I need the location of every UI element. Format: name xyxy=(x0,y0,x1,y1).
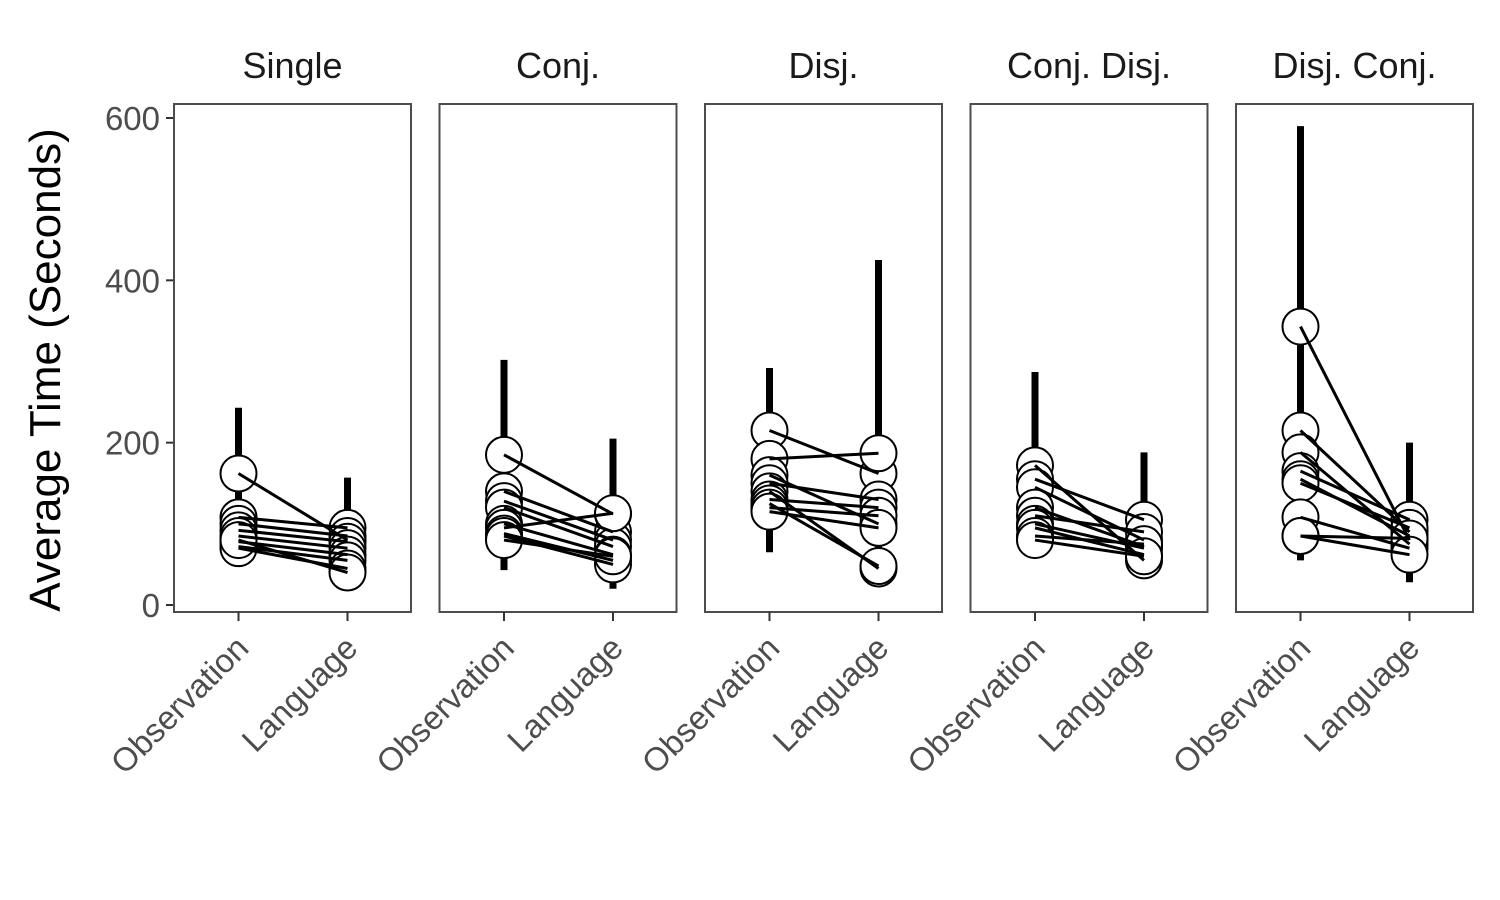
paired-line xyxy=(1299,429,1411,534)
x-tick-label: Observation xyxy=(369,629,521,781)
panel-title: Single xyxy=(242,45,342,86)
paired-line xyxy=(238,538,348,574)
x-tick-label: Observation xyxy=(634,629,786,781)
y-tick-label: 0 xyxy=(142,587,160,624)
y-tick-label: 600 xyxy=(105,100,160,137)
paired-line xyxy=(1299,469,1411,522)
paired-line xyxy=(1299,477,1411,538)
paired-line xyxy=(1299,451,1411,546)
paired-line xyxy=(237,472,349,542)
paired-line xyxy=(503,453,614,516)
panel-border xyxy=(173,103,412,613)
panels: SingleObservationLanguageConj.Observatio… xyxy=(103,45,1474,781)
paired-line xyxy=(238,522,348,538)
paired-line xyxy=(769,506,879,518)
paired-line xyxy=(1299,481,1411,530)
paired-line xyxy=(1300,515,1410,550)
paired-line xyxy=(238,546,348,570)
paired-line xyxy=(503,511,614,530)
panel-border xyxy=(438,103,678,613)
paired-line xyxy=(1034,477,1145,522)
paired-line xyxy=(238,515,348,530)
panel-title: Disj. Conj. xyxy=(1272,45,1436,86)
paired-line xyxy=(503,506,614,548)
x-tick-label: Language xyxy=(765,629,895,759)
paired-line xyxy=(503,489,614,534)
x-tick-label: Observation xyxy=(900,629,1052,781)
panel-border xyxy=(1235,103,1474,613)
paired-line xyxy=(503,538,614,558)
paired-line xyxy=(503,534,614,566)
paired-line xyxy=(1034,538,1145,558)
paired-line xyxy=(768,429,880,475)
y-axis-title: Average Time (Seconds) xyxy=(21,128,70,611)
panel-title: Conj. Disj. xyxy=(1007,45,1171,86)
paired-line xyxy=(1034,534,1145,546)
paired-line xyxy=(769,481,879,501)
x-tick-label: Observation xyxy=(103,629,255,781)
paired-line xyxy=(238,528,348,544)
panel-title: Conj. xyxy=(516,45,600,86)
x-tick-label: Language xyxy=(1296,629,1426,759)
y-axis: 0 200 400 600 xyxy=(105,100,174,624)
x-tick-label: Language xyxy=(500,629,630,759)
panel-border xyxy=(969,103,1209,613)
paired-line xyxy=(238,540,348,557)
paired-line xyxy=(1300,534,1410,557)
paired-line xyxy=(238,545,348,562)
paired-line xyxy=(1299,325,1411,541)
x-tick-label: Language xyxy=(1031,629,1161,759)
paired-line xyxy=(769,497,879,510)
paired-line xyxy=(1034,485,1145,542)
paired-line xyxy=(769,510,879,530)
panel-title: Disj. xyxy=(789,45,859,86)
y-tick-label: 400 xyxy=(105,262,160,299)
x-tick-label: Observation xyxy=(1165,629,1317,781)
paired-line xyxy=(1300,534,1410,540)
paired-line xyxy=(238,534,348,550)
y-tick-label: 200 xyxy=(105,425,160,462)
paired-line xyxy=(769,451,879,461)
paired-line xyxy=(503,522,614,557)
paired-line xyxy=(1034,506,1145,548)
x-tick-label: Language xyxy=(234,629,364,759)
panel-border xyxy=(704,103,943,613)
paired-line xyxy=(1034,514,1145,534)
